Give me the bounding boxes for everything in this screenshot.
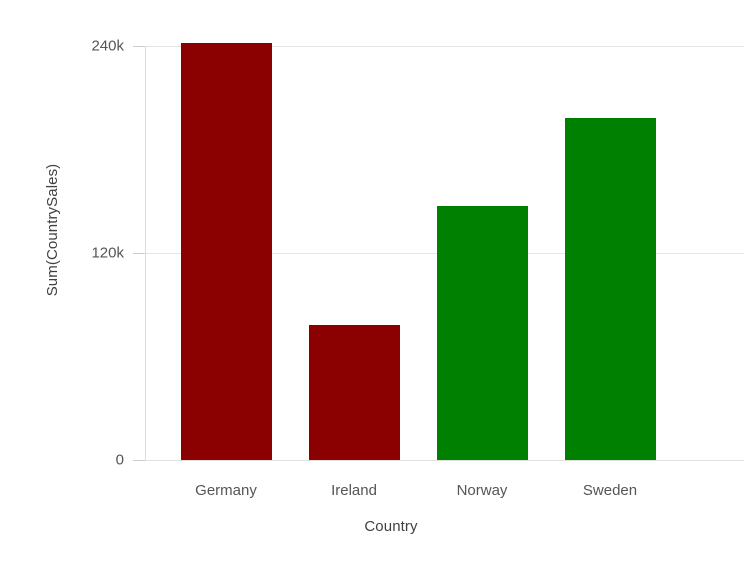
x-axis-title: Country: [364, 518, 418, 535]
bar-norway[interactable]: [436, 206, 528, 460]
bar-ireland[interactable]: [308, 325, 400, 460]
y-axis-tick-label: 240k: [91, 37, 124, 55]
y-axis-tick-labels: 240k 120k 0: [0, 0, 124, 565]
x-axis-tick-label: Norway: [456, 482, 508, 499]
y-axis-tick-mark: [133, 253, 145, 254]
bar-series: [146, 0, 744, 565]
y-axis-tick-label: 120k: [91, 244, 124, 262]
x-axis-tick-label: Ireland: [331, 482, 377, 499]
x-axis-tick-label: Sweden: [582, 482, 638, 499]
y-axis-tick-mark: [133, 46, 145, 47]
y-axis-tick-mark: [133, 460, 145, 461]
bar-germany[interactable]: [180, 42, 272, 460]
y-axis-tick-label: 0: [115, 451, 124, 469]
bar-sweden[interactable]: [564, 118, 656, 460]
x-axis-tick-label: Germany: [195, 482, 257, 499]
y-axis-line: [145, 46, 146, 461]
x-axis-tick-labels: Germany Ireland Norway Sweden: [146, 478, 744, 504]
